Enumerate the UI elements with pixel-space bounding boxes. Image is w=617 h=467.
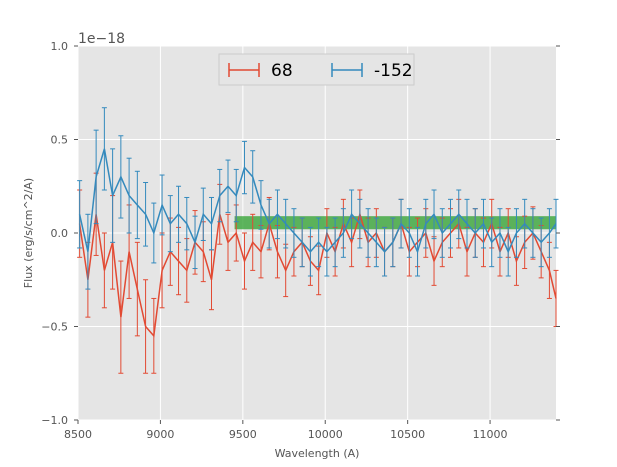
series-group	[77, 107, 559, 374]
x-tick-label: 11000	[473, 428, 508, 441]
y-offset-label: 1e−18	[78, 31, 125, 47]
legend-label: 68	[271, 61, 293, 81]
y-tick-label: 0.0	[51, 227, 69, 240]
x-tick-label: 9000	[146, 428, 174, 441]
legend: 68 -152	[218, 53, 415, 86]
x-tick-label: 8500	[64, 428, 92, 441]
axis-ticks: 8500 9000 9500 10000 10500 11000 −1.0 −0.5 0.0 0.…	[41, 40, 560, 441]
legend-label: -152	[374, 61, 413, 81]
series--152	[77, 107, 559, 290]
series-line	[78, 148, 557, 254]
series-line	[78, 211, 557, 338]
x-axis-label: Wavelength (A)	[275, 447, 360, 460]
x-tick-label: 10500	[390, 428, 425, 441]
y-tick-label: −0.5	[41, 321, 68, 334]
x-tick-label: 9500	[229, 428, 257, 441]
legend-items: 68 -152	[228, 61, 413, 81]
y-tick-label: −1.0	[41, 414, 68, 427]
y-axis-label: Flux (erg/s/cm^2/A)	[22, 178, 35, 288]
y-tick-label: 0.5	[51, 134, 69, 147]
y-tick-label: 1.0	[51, 40, 69, 53]
x-tick-label: 10000	[308, 428, 343, 441]
